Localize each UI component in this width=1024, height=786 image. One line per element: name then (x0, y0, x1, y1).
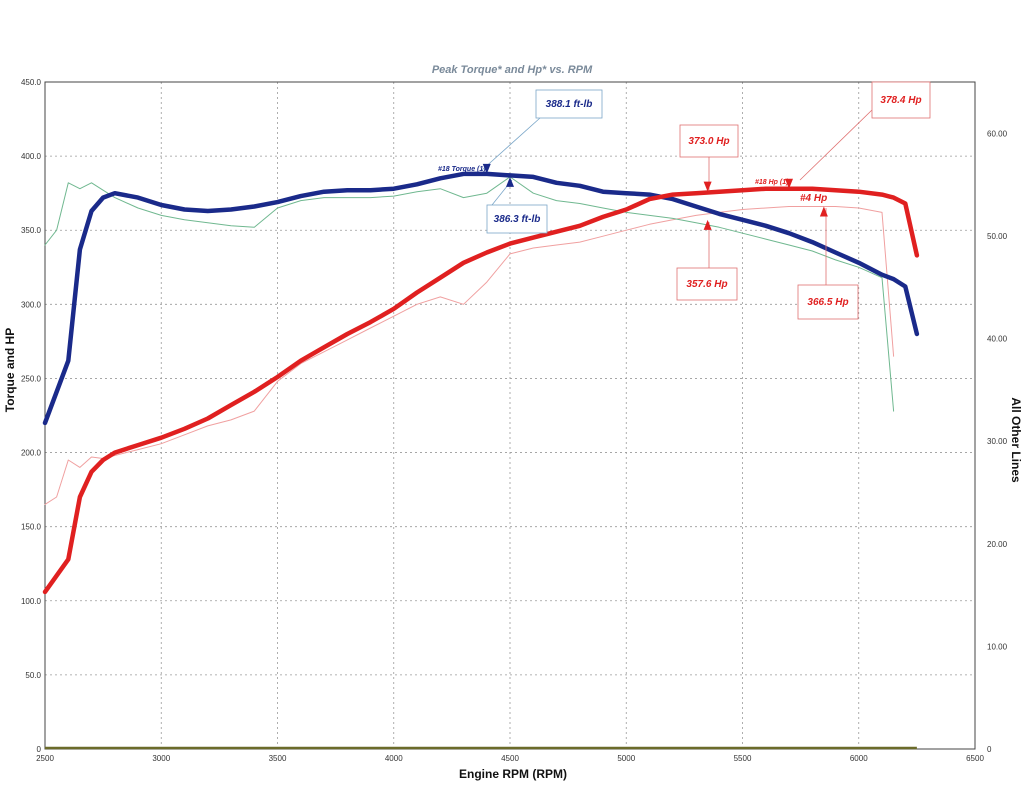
peak-marker (506, 176, 514, 187)
callout-box (679, 124, 739, 158)
x-tick-label: 4500 (501, 754, 519, 763)
y2-axis-ticks: 0 10.00 20.00 30.00 40.00 50.00 60.00 (987, 129, 1008, 754)
callout-box (676, 267, 738, 301)
x-tick-label: 4000 (385, 754, 403, 763)
x-tick-label: 6000 (850, 754, 868, 763)
x-tick-label: 5000 (617, 754, 635, 763)
y2-tick-label: 0 (987, 745, 992, 754)
x-tick-label: 3000 (152, 754, 170, 763)
x-axis-ticks: 2500 3000 3500 4000 4500 5000 5500 6000 6500 (36, 754, 984, 763)
x-tick-label: 3500 (269, 754, 287, 763)
y-axis-ticks: 0 50.0 100.0 150.0 200.0 250.0 300.0 350.0 400.0… (21, 78, 42, 754)
peak-marker (703, 181, 712, 192)
x-axis-title: Engine RPM (RPM) (459, 767, 567, 781)
y-tick-label: 300.0 (21, 300, 42, 309)
peak-marker (703, 219, 712, 230)
callout-box (486, 204, 548, 234)
callout-label: 378.4 Hp (880, 95, 921, 106)
series-layer (42, 171, 920, 750)
y-tick-label: 100.0 (21, 597, 42, 606)
y-tick-label: 400.0 (21, 152, 42, 161)
hp-line-thick (42, 186, 920, 595)
callout-box (797, 284, 859, 320)
y-tick-label: 150.0 (21, 523, 42, 532)
callout-label: 388.1 ft-lb (546, 99, 593, 110)
y-tick-label: 50.0 (25, 671, 41, 680)
y-tick-label: 450.0 (21, 78, 42, 87)
y2-tick-label: 50.00 (987, 232, 1008, 241)
x-tick-label: 5500 (734, 754, 752, 763)
torque-line-thick (42, 171, 920, 426)
series-label: #18 Torque (1) (438, 166, 486, 173)
y2-tick-label: 30.00 (987, 437, 1008, 446)
peak-marker (819, 206, 828, 217)
x-tick-label: 2500 (36, 754, 54, 763)
callout-label: 366.5 Hp (807, 297, 848, 308)
series-label: #4 Hp (800, 193, 827, 204)
y2-tick-label: 10.00 (987, 642, 1008, 651)
callout-leader (799, 109, 873, 181)
grid-lines (45, 82, 975, 749)
y-tick-label: 250.0 (21, 374, 42, 383)
callout-label: 357.6 Hp (686, 279, 727, 290)
chart-title: Peak Torque* and Hp* vs. RPM (432, 64, 593, 76)
callout-box (871, 81, 931, 119)
y2-tick-label: 60.00 (987, 129, 1008, 138)
y-tick-label: 200.0 (21, 449, 42, 458)
x-tick-label: 6500 (966, 754, 984, 763)
peak-marker (785, 178, 793, 189)
peak-marker (482, 163, 491, 174)
callout-label: 373.0 Hp (688, 136, 729, 147)
y-tick-label: 350.0 (21, 226, 42, 235)
callouts: 388.1 ft-lb 386.3 ft-lb 373.0 Hp 357.6 Hp 37… (438, 81, 931, 320)
torque-line-thin (44, 176, 895, 412)
series-label: #18 Hp (1) (755, 179, 789, 186)
hp-line-thin (44, 206, 895, 505)
y2-tick-label: 20.00 (987, 540, 1008, 549)
y-axis-title: Torque and HP (3, 328, 17, 412)
y2-axis-title: All Other Lines (1009, 397, 1023, 483)
callout-leader (481, 117, 541, 171)
callout-label: 386.3 ft-lb (494, 214, 541, 225)
y2-tick-label: 40.00 (987, 335, 1008, 344)
callout-box (535, 89, 603, 119)
y-tick-label: 0 (37, 745, 42, 754)
